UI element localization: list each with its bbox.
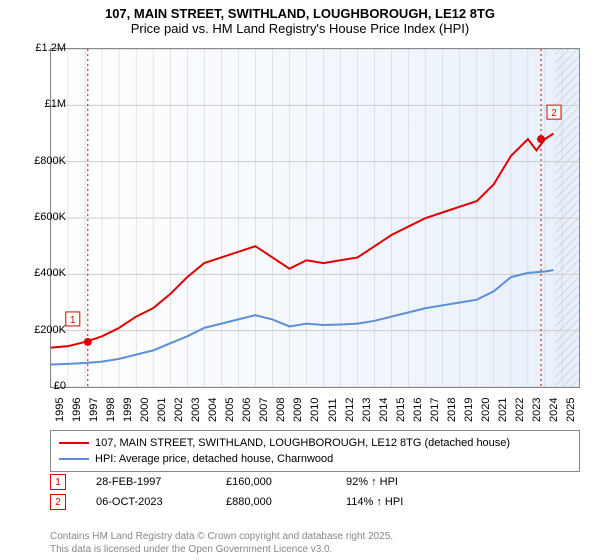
footer: Contains HM Land Registry data © Crown c… — [50, 530, 393, 556]
legend-swatch-1 — [59, 458, 89, 460]
title-line1: 107, MAIN STREET, SWITHLAND, LOUGHBOROUG… — [0, 6, 600, 21]
x-tick-label: 2001 — [156, 398, 168, 422]
y-tick-label: £0 — [18, 380, 66, 392]
x-tick-label: 2023 — [531, 398, 543, 422]
marker-row-0: 1 28-FEB-1997 £160,000 92% ↑ HPI — [50, 472, 466, 492]
footer-line1: Contains HM Land Registry data © Crown c… — [50, 530, 393, 543]
y-tick-label: £200K — [18, 324, 66, 336]
x-tick-label: 2015 — [395, 398, 407, 422]
legend-label-0: 107, MAIN STREET, SWITHLAND, LOUGHBOROUG… — [95, 437, 510, 449]
x-tick-label: 2002 — [173, 398, 185, 422]
y-tick-label: £600K — [18, 211, 66, 223]
marker-badge-1-text: 2 — [55, 497, 61, 508]
title-block: 107, MAIN STREET, SWITHLAND, LOUGHBOROUG… — [0, 0, 600, 36]
x-tick-label: 2013 — [361, 398, 373, 422]
marker-row-1: 2 06-OCT-2023 £880,000 114% ↑ HPI — [50, 492, 466, 512]
x-tick-label: 2020 — [480, 398, 492, 422]
y-tick-label: £1.2M — [18, 42, 66, 54]
x-tick-label: 2004 — [207, 398, 219, 422]
x-tick-label: 2011 — [327, 398, 339, 422]
marker-table: 1 28-FEB-1997 £160,000 92% ↑ HPI 2 06-OC… — [50, 472, 466, 512]
x-tick-label: 2000 — [139, 398, 151, 422]
x-tick-label: 2025 — [565, 398, 577, 422]
x-tick-label: 2021 — [497, 398, 509, 422]
y-tick-label: £800K — [18, 155, 66, 167]
chart-container: 107, MAIN STREET, SWITHLAND, LOUGHBOROUG… — [0, 0, 600, 560]
x-tick-label: 2007 — [258, 398, 270, 422]
x-tick-label: 2012 — [344, 398, 356, 422]
x-tick-label: 2017 — [429, 398, 441, 422]
x-tick-label: 2018 — [446, 398, 458, 422]
marker-badge-1: 2 — [50, 494, 66, 510]
y-tick-label: £400K — [18, 267, 66, 279]
legend-swatch-0 — [59, 442, 89, 444]
x-tick-label: 2006 — [241, 398, 253, 422]
x-tick-label: 1998 — [105, 398, 117, 422]
marker-badge-0-text: 1 — [55, 477, 61, 488]
x-tick-label: 1996 — [71, 398, 83, 422]
marker-date-0: 28-FEB-1997 — [96, 476, 226, 488]
marker-pct-1: 114% ↑ HPI — [346, 496, 466, 508]
x-tick-label: 2022 — [514, 398, 526, 422]
marker-price-1: £880,000 — [226, 496, 346, 508]
marker-price-0: £160,000 — [226, 476, 346, 488]
marker-date-1: 06-OCT-2023 — [96, 496, 226, 508]
marker-pct-0: 92% ↑ HPI — [346, 476, 466, 488]
x-tick-label: 2005 — [224, 398, 236, 422]
marker-badge-0: 1 — [50, 474, 66, 490]
x-tick-label: 2003 — [190, 398, 202, 422]
chart-svg: 12 — [51, 49, 579, 387]
svg-text:1: 1 — [70, 315, 76, 326]
svg-text:2: 2 — [551, 108, 557, 119]
x-tick-label: 1999 — [122, 398, 134, 422]
footer-line2: This data is licensed under the Open Gov… — [50, 543, 393, 556]
x-tick-label: 1995 — [54, 398, 66, 422]
x-tick-label: 1997 — [88, 398, 100, 422]
legend-label-1: HPI: Average price, detached house, Char… — [95, 453, 333, 465]
legend-row-0: 107, MAIN STREET, SWITHLAND, LOUGHBOROUG… — [59, 435, 571, 451]
x-tick-label: 2010 — [309, 398, 321, 422]
y-tick-label: £1M — [18, 98, 66, 110]
chart-plot-area: 12 — [50, 48, 580, 388]
x-tick-label: 2019 — [463, 398, 475, 422]
x-tick-label: 2014 — [378, 398, 390, 422]
x-tick-label: 2009 — [292, 398, 304, 422]
legend-box: 107, MAIN STREET, SWITHLAND, LOUGHBOROUG… — [50, 430, 580, 472]
legend-row-1: HPI: Average price, detached house, Char… — [59, 451, 571, 467]
x-tick-label: 2008 — [275, 398, 287, 422]
title-line2: Price paid vs. HM Land Registry's House … — [0, 21, 600, 36]
x-tick-label: 2024 — [548, 398, 560, 422]
x-tick-label: 2016 — [412, 398, 424, 422]
